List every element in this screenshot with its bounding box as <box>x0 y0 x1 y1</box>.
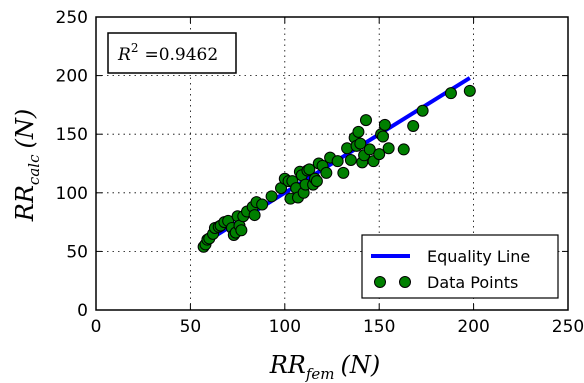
data-point <box>337 166 350 179</box>
data-point <box>235 224 248 237</box>
x-tick-label: 250 <box>552 317 584 337</box>
data-point <box>416 104 429 117</box>
x-tick-label: 200 <box>457 317 489 337</box>
axis-ticks <box>95 16 569 311</box>
x-axis-label: RRfem (N) <box>269 351 381 383</box>
y-tick-label: 50 <box>66 242 88 262</box>
legend-label-equality-line: Equality Line <box>427 247 530 266</box>
y-tick-label: 200 <box>56 67 88 87</box>
data-point <box>265 190 278 203</box>
data-point <box>352 125 365 138</box>
r-squared-annotation: R2 =0.9462 <box>107 32 237 74</box>
data-point <box>256 198 269 211</box>
legend-box <box>361 234 559 299</box>
data-point <box>444 87 457 100</box>
data-point <box>397 143 410 156</box>
data-point <box>378 118 391 131</box>
data-point <box>463 84 476 97</box>
legend-label-data-points: Data Points <box>427 273 518 292</box>
r-squared-text: R2 =0.9462 <box>117 41 218 65</box>
plot-frame <box>95 16 569 311</box>
data-point <box>248 209 261 222</box>
legend-point-swatch <box>374 276 386 288</box>
tick-labels: 0 50 100 150 200 250 0 50 100 150 200 250 <box>56 8 584 337</box>
data-point <box>331 155 344 168</box>
y-tick-label: 150 <box>56 125 88 145</box>
data-point <box>310 175 323 188</box>
data-point <box>373 148 386 161</box>
data-point <box>363 143 376 156</box>
data-point <box>303 163 316 176</box>
data-point <box>382 142 395 155</box>
x-tick-label: 0 <box>91 317 102 337</box>
y-tick-label: 100 <box>56 184 88 204</box>
x-tick-label: 150 <box>363 317 395 337</box>
x-tick-label: 100 <box>269 317 301 337</box>
legend: Equality Line Data Points <box>361 234 559 299</box>
y-tick-label: 0 <box>77 301 88 321</box>
x-tick-label: 50 <box>180 317 202 337</box>
data-point <box>320 166 333 179</box>
data-points <box>197 84 476 253</box>
data-point <box>407 119 420 132</box>
legend-point-swatch <box>399 276 411 288</box>
data-point <box>354 137 367 150</box>
data-point <box>344 153 357 166</box>
y-axis-label: RRcalc(N) <box>11 109 43 222</box>
r-squared-box <box>107 32 237 74</box>
data-point <box>376 130 389 143</box>
y-tick-label: 250 <box>56 8 88 28</box>
data-point <box>359 114 372 127</box>
